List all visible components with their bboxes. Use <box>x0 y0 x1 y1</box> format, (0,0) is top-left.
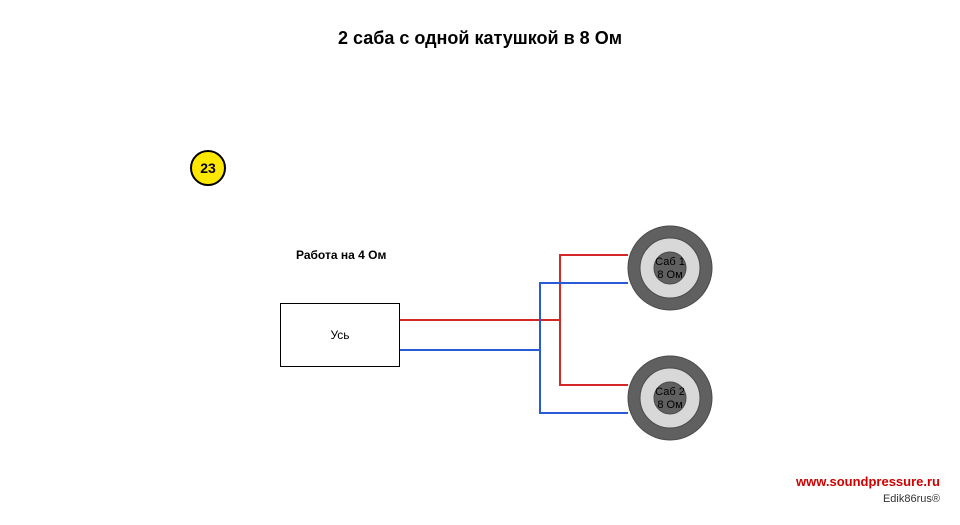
wiring-diagram <box>0 0 960 525</box>
footer-url: www.soundpressure.ru <box>796 474 940 489</box>
speaker-name: Саб 1 <box>640 256 700 269</box>
speaker-name: Саб 2 <box>640 386 700 399</box>
speaker-label-sub2: Саб 28 Ом <box>640 386 700 412</box>
footer-credit: Edik86rus® <box>883 493 940 505</box>
speaker-impedance: 8 Ом <box>640 269 700 282</box>
speaker-label-sub1: Саб 18 Ом <box>640 256 700 282</box>
speaker-impedance: 8 Ом <box>640 399 700 412</box>
